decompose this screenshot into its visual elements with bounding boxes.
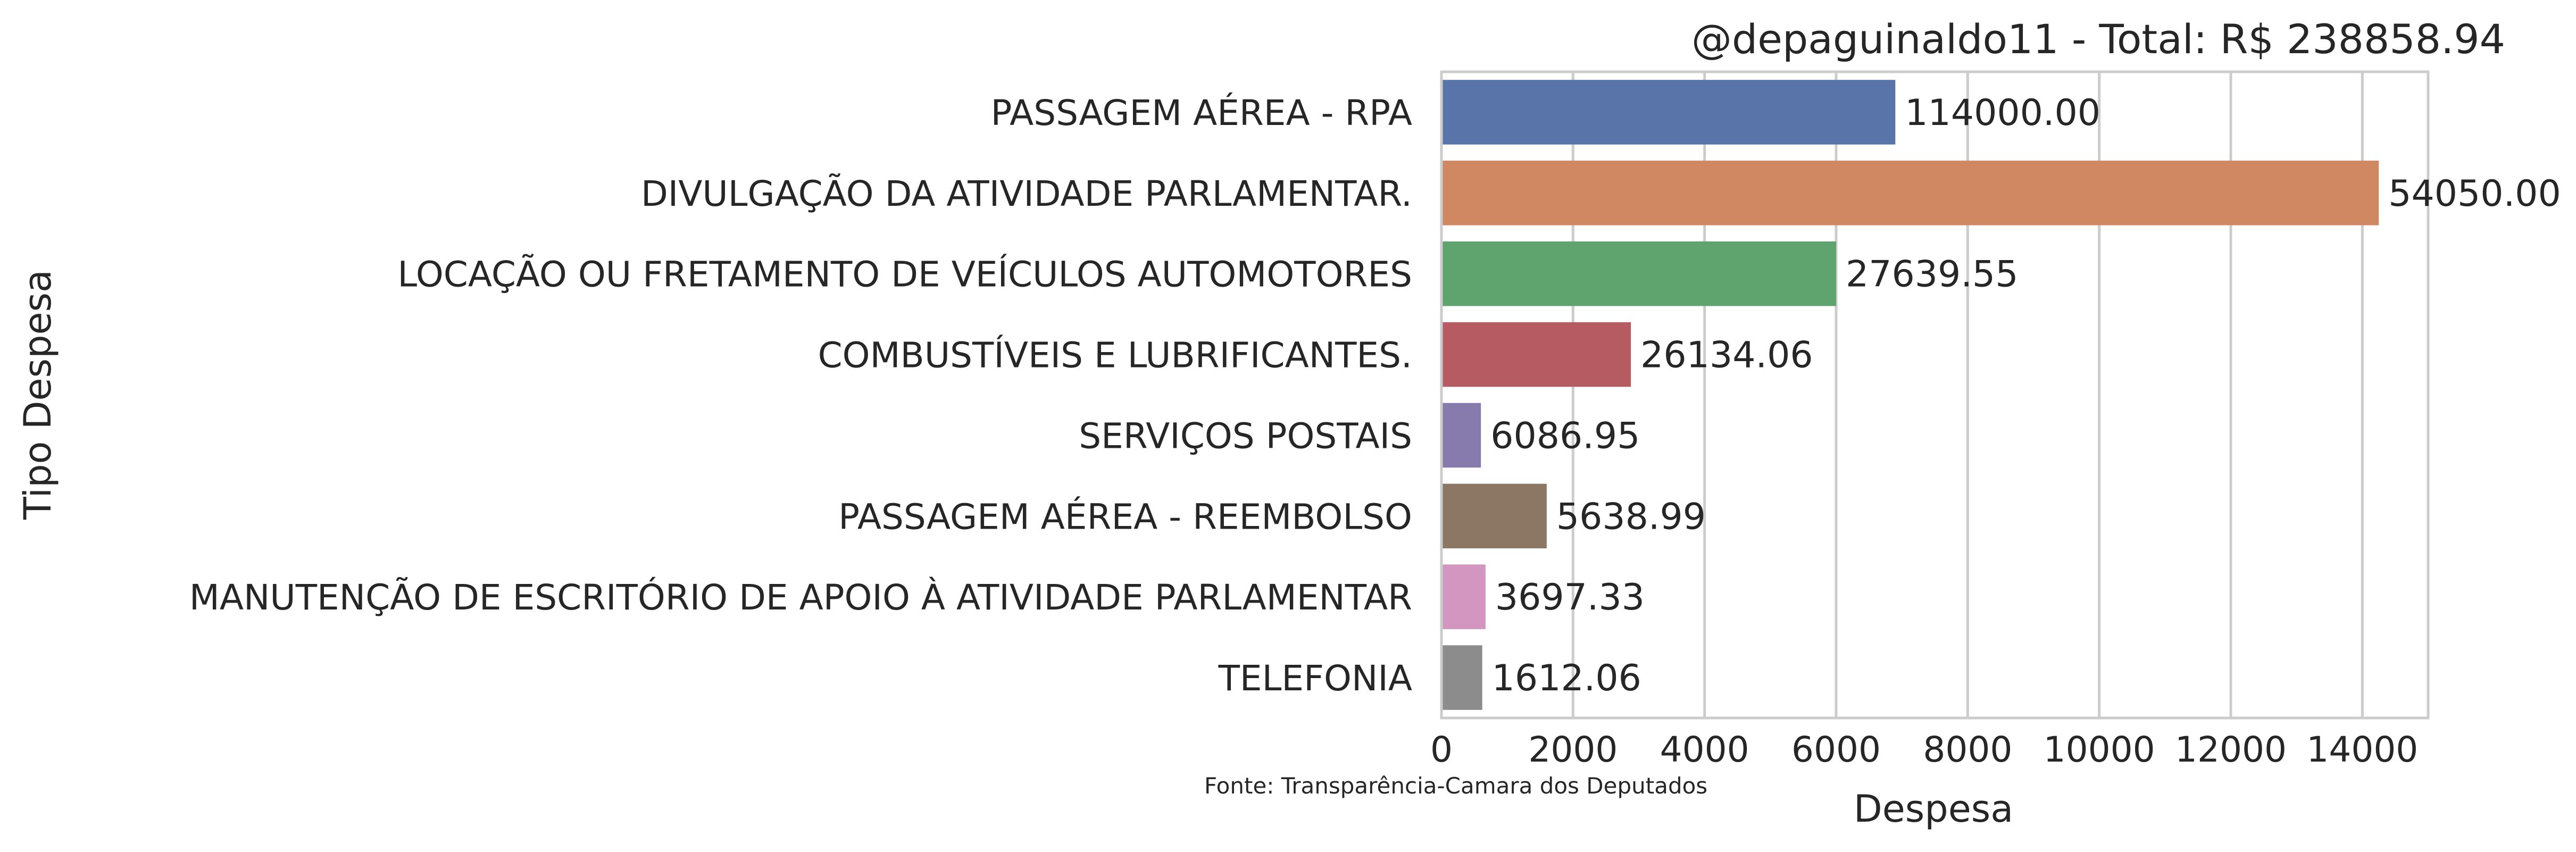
x-tick-label: 6000 bbox=[1791, 729, 1881, 770]
bar-data-label: 114000.00 bbox=[1905, 92, 2100, 134]
bars bbox=[1441, 80, 2379, 710]
bar bbox=[1441, 241, 1836, 306]
bar bbox=[1441, 483, 1547, 549]
bar-data-label: 3697.33 bbox=[1495, 577, 1645, 619]
chart-title: @depaguinaldo11 - Total: R$ 238858.94 bbox=[1691, 15, 2505, 63]
x-tick-label: 4000 bbox=[1660, 729, 1749, 770]
x-tick-label: 8000 bbox=[1923, 729, 2012, 770]
bar bbox=[1441, 322, 1631, 387]
x-tick-labels: 0 2000 4000 6000 8000 10000 12000 14000 bbox=[1430, 729, 2418, 770]
y-tick-label: LOCAÇÃO OU FRETAMENTO DE VEÍCULOS AUTOMO… bbox=[397, 254, 1412, 295]
bar-data-label: 54050.00 bbox=[2388, 173, 2561, 215]
bar-data-label: 26134.06 bbox=[1640, 335, 1813, 377]
y-tick-label: PASSAGEM AÉREA - REEMBOLSO bbox=[838, 496, 1412, 537]
y-tick-label: PASSAGEM AÉREA - RPA bbox=[991, 92, 1412, 133]
y-tick-labels: PASSAGEM AÉREA - RPA DIVULGAÇÃO DA ATIVID… bbox=[189, 92, 1412, 699]
x-axis-label: Despesa bbox=[1854, 787, 2013, 831]
y-tick-label: MANUTENÇÃO DE ESCRITÓRIO DE APOIO À ATIV… bbox=[189, 577, 1412, 618]
bar bbox=[1441, 80, 1896, 145]
x-tick-label: 10000 bbox=[2044, 729, 2155, 770]
bar-data-label: 1612.06 bbox=[1492, 657, 1641, 699]
y-tick-label: SERVIÇOS POSTAIS bbox=[1079, 415, 1412, 456]
x-tick-label: 0 bbox=[1430, 729, 1453, 770]
bar bbox=[1441, 645, 1482, 710]
x-tick-label: 2000 bbox=[1528, 729, 1618, 770]
bar-data-label: 27639.55 bbox=[1846, 254, 2018, 296]
x-tick-label: 14000 bbox=[2306, 729, 2418, 770]
bar bbox=[1441, 403, 1481, 468]
bar bbox=[1441, 161, 2379, 225]
y-axis-label: Tipo Despesa bbox=[16, 270, 60, 520]
bar-data-label: 5638.99 bbox=[1556, 496, 1706, 538]
y-tick-label: DIVULGAÇÃO DA ATIVIDADE PARLAMENTAR. bbox=[641, 173, 1412, 214]
y-tick-label: TELEFONIA bbox=[1218, 658, 1412, 699]
bar-data-label: 6086.95 bbox=[1490, 415, 1640, 457]
bar bbox=[1441, 564, 1486, 629]
plot-frame bbox=[1440, 70, 2430, 720]
data-labels: 114000.00 54050.00 27639.55 26134.066086.95… bbox=[1490, 92, 2561, 699]
source-note: Fonte: Transparência-Camara dos Deputado… bbox=[1204, 773, 1707, 799]
x-tick-label: 12000 bbox=[2175, 729, 2287, 770]
y-tick-label: COMBUSTÍVEIS E LUBRIFICANTES. bbox=[818, 335, 1412, 376]
